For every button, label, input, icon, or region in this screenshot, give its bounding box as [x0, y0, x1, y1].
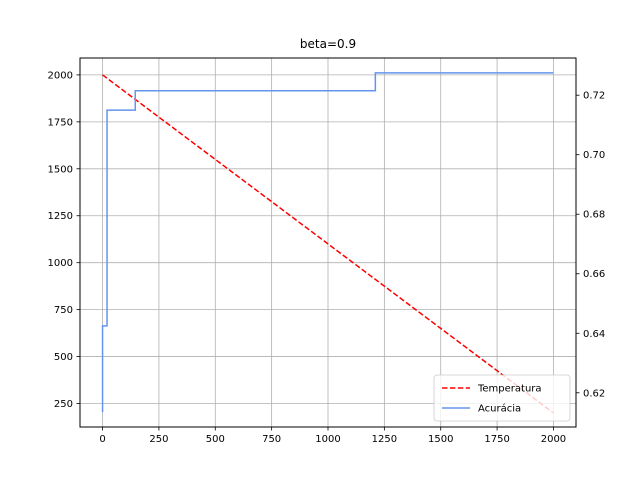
- chart-title: beta=0.9: [300, 37, 356, 51]
- y-left-tick-label: 1500: [48, 164, 73, 175]
- y-right-tick-label: 0.66: [583, 269, 605, 280]
- legend-label-1: Acurácia: [478, 403, 521, 415]
- x-tick-label: 500: [206, 434, 225, 445]
- x-tick-label: 2000: [541, 434, 566, 445]
- y-left-tick-label: 1750: [48, 117, 73, 128]
- x-tick-label: 250: [149, 434, 168, 445]
- x-tick-label: 1500: [428, 434, 453, 445]
- y-left-tick-label: 500: [54, 352, 73, 363]
- x-tick-label: 1250: [372, 434, 397, 445]
- x-tick-label: 750: [262, 434, 281, 445]
- y-left-tick-label: 250: [54, 399, 73, 410]
- axes: 0 250 500 750 1000 1250 1500 1750 2000 250 500 750 1…: [48, 70, 606, 445]
- series-line-1: [101, 72, 554, 413]
- series-line-0: [102, 74, 554, 414]
- y-right-tick-label: 0.64: [583, 329, 605, 340]
- legend: Temperatura Acurácia: [433, 374, 571, 422]
- y-right-tick-label: 0.68: [583, 210, 605, 221]
- series-layer: [101, 72, 554, 414]
- x-tick-label: 1000: [315, 434, 340, 445]
- y-right-tick-label: 0.72: [583, 91, 605, 102]
- legend-label-0: Temperatura: [477, 384, 542, 395]
- y-left-tick-label: 1250: [48, 211, 73, 222]
- x-tick-label: 0: [99, 434, 105, 445]
- y-left-tick-label: 750: [54, 305, 73, 316]
- y-right-tick-label: 0.62: [583, 388, 605, 399]
- legend-box: [433, 374, 571, 422]
- y-left-tick-label: 2000: [48, 70, 73, 81]
- y-left-tick-label: 1000: [48, 258, 73, 269]
- x-tick-label: 1750: [484, 434, 509, 445]
- y-right-tick-label: 0.70: [583, 150, 605, 161]
